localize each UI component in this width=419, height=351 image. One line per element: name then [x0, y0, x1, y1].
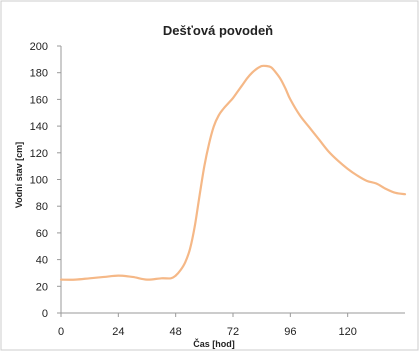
y-tick-label: 140	[30, 121, 48, 133]
x-tick-label: 120	[338, 326, 356, 338]
x-tick-label: 24	[112, 326, 124, 338]
y-tick-label: 160	[30, 94, 48, 106]
axes	[57, 45, 405, 317]
y-tick-label: 180	[30, 68, 48, 80]
y-tick-label: 200	[30, 41, 48, 53]
x-axis-label: Čas [hod]	[193, 338, 235, 349]
y-tick-label: 20	[36, 281, 48, 293]
series-line	[59, 64, 407, 281]
y-tick-label: 60	[36, 228, 48, 240]
y-tick-label: 80	[36, 201, 48, 213]
tick-labels: 0 20 40 60 80 100 120 140 160 180 200 0 24 48 72 96 120	[30, 41, 357, 338]
x-tick-label: 48	[170, 326, 182, 338]
y-tick-label: 100	[30, 175, 48, 187]
series-group	[59, 64, 407, 281]
chart-title: Dešťová povodeň	[163, 23, 273, 38]
y-tick-label: 40	[36, 255, 48, 267]
x-tick-label: 72	[227, 326, 239, 338]
y-tick-label: 120	[30, 148, 48, 160]
y-axis-label: Vodní stav [cm]	[14, 142, 24, 208]
x-tick-label: 0	[58, 326, 64, 338]
y-tick-label: 0	[42, 308, 48, 320]
x-tick-label: 96	[284, 326, 296, 338]
